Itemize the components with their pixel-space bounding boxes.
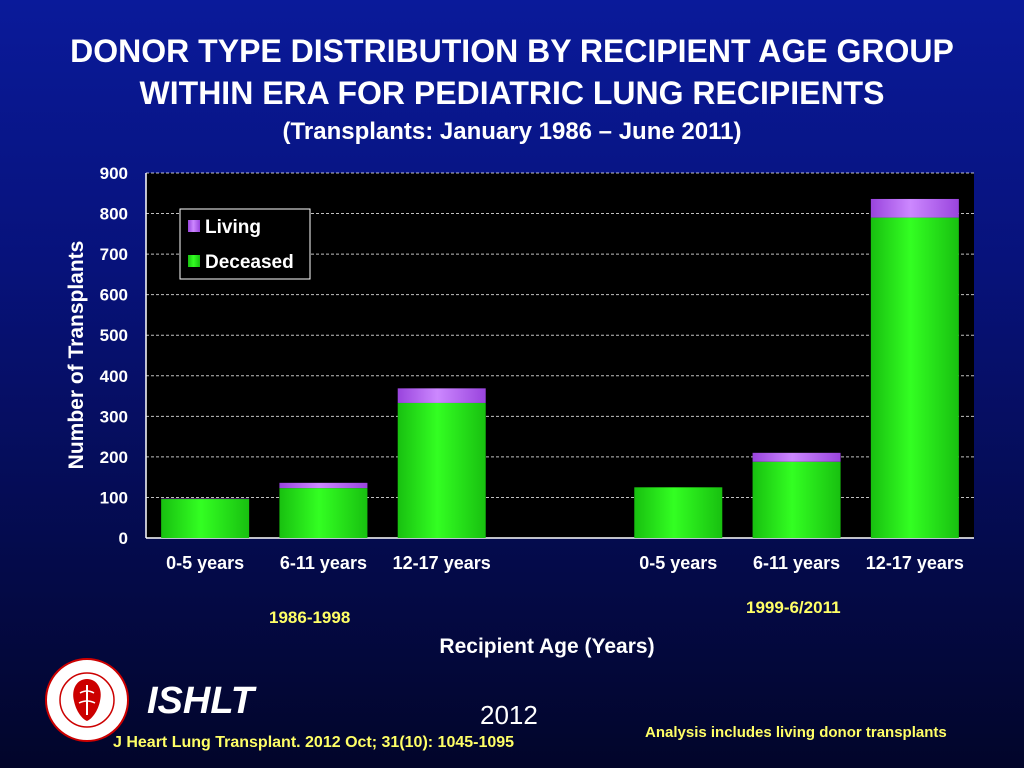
title-line-2: WITHIN ERA FOR PEDIATRIC LUNG RECIPIENTS bbox=[139, 75, 885, 111]
y-tick-label: 300 bbox=[100, 407, 128, 426]
x-tick-label: 12-17 years bbox=[866, 553, 964, 573]
bar-deceased bbox=[161, 499, 250, 538]
bar-living bbox=[279, 482, 368, 489]
y-tick-label: 600 bbox=[100, 286, 128, 305]
bar-deceased bbox=[279, 488, 368, 538]
legend-label-living: Living bbox=[205, 217, 261, 238]
y-tick-label: 500 bbox=[100, 326, 128, 345]
era-label-1999-2011: 1999-6/2011 bbox=[746, 598, 841, 617]
era-label-1986-1998: 1986-1998 bbox=[269, 608, 351, 627]
journal-citation: J Heart Lung Transplant. 2012 Oct; 31(10… bbox=[113, 734, 515, 751]
y-tick-label: 200 bbox=[100, 448, 128, 467]
bar-deceased bbox=[752, 461, 841, 538]
y-tick-label: 900 bbox=[100, 164, 128, 183]
title-line-1: DONOR TYPE DISTRIBUTION BY RECIPIENT AGE… bbox=[70, 33, 954, 69]
bar-deceased bbox=[397, 402, 486, 538]
bar-deceased bbox=[634, 487, 723, 538]
bar-living bbox=[397, 388, 486, 403]
x-tick-label: 0-5 years bbox=[166, 553, 244, 573]
y-tick-label: 700 bbox=[100, 245, 128, 264]
y-tick-label: 800 bbox=[100, 205, 128, 224]
bar-living bbox=[870, 198, 959, 218]
x-tick-label: 12-17 years bbox=[393, 553, 491, 573]
legend-box bbox=[179, 208, 311, 280]
x-tick-label: 6-11 years bbox=[280, 553, 367, 573]
analysis-note: Analysis includes living donor transplan… bbox=[645, 724, 947, 741]
y-tick-label: 400 bbox=[100, 367, 128, 386]
legend-swatch-deceased bbox=[188, 255, 200, 267]
x-tick-label: 6-11 years bbox=[753, 553, 840, 573]
chart-title: DONOR TYPE DISTRIBUTION BY RECIPIENT AGE… bbox=[0, 30, 1024, 114]
y-tick-label: 100 bbox=[100, 488, 128, 507]
report-year: 2012 bbox=[480, 700, 538, 730]
ishlt-brand: ISHLT bbox=[147, 680, 254, 722]
x-tick-label: 0-5 years bbox=[639, 553, 717, 573]
bar-living bbox=[752, 452, 841, 462]
y-axis-title: Number of Transplants bbox=[65, 241, 88, 470]
legend: Living Deceased bbox=[179, 208, 311, 280]
y-tick-label: 0 bbox=[119, 529, 128, 548]
ishlt-logo-icon bbox=[45, 658, 129, 742]
legend-label-deceased: Deceased bbox=[205, 252, 294, 273]
chart-subtitle: (Transplants: January 1986 – June 2011) bbox=[282, 118, 742, 145]
legend-swatch-living bbox=[188, 220, 200, 232]
bar-deceased bbox=[870, 217, 959, 538]
x-axis-title: Recipient Age (Years) bbox=[439, 635, 655, 658]
